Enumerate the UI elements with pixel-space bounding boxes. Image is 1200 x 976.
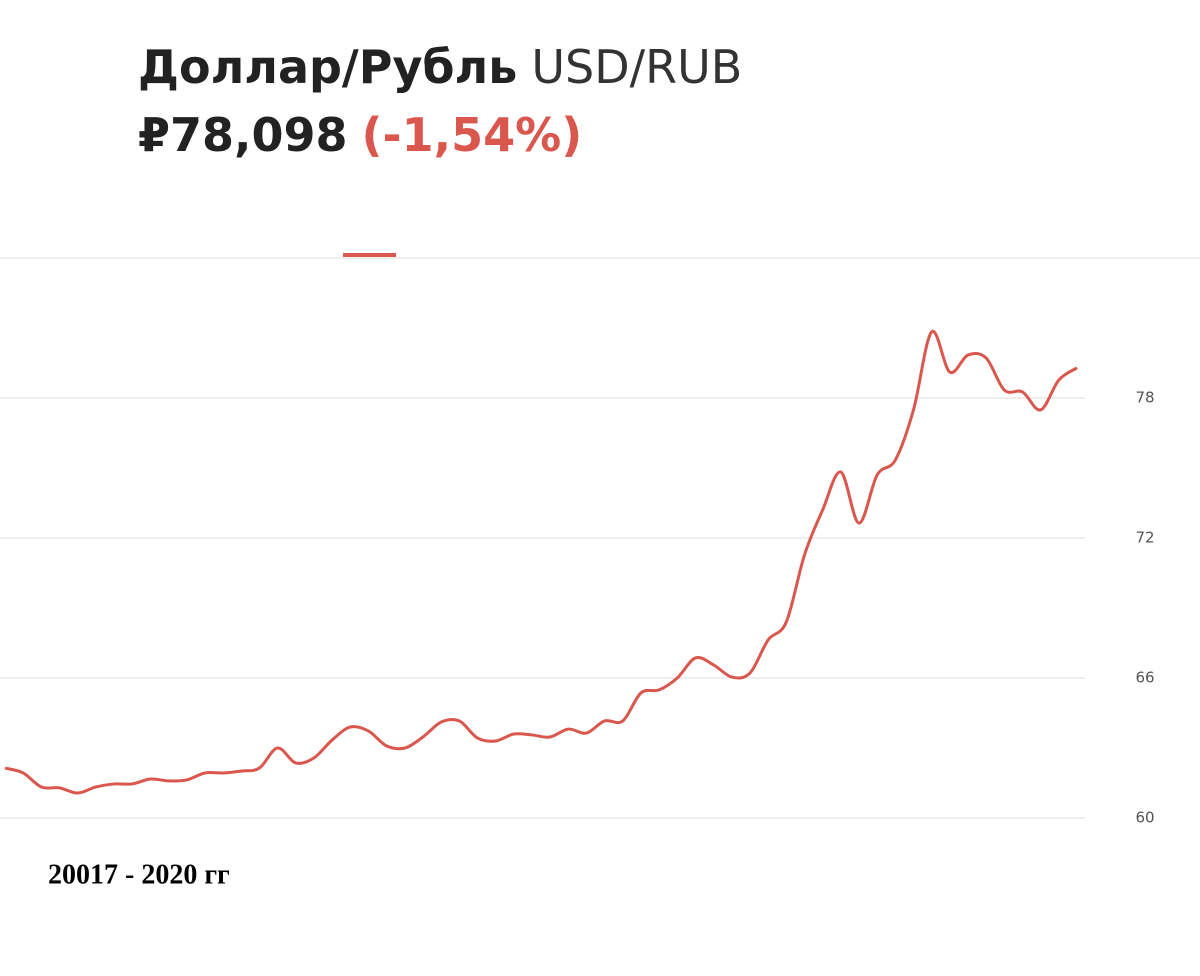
price-line-series xyxy=(4,330,1078,795)
y-tick-label: 66 xyxy=(1135,669,1154,687)
price: ₽78,098 xyxy=(138,108,348,162)
active-tab-marker xyxy=(343,253,396,257)
y-tick-label: 78 xyxy=(1135,389,1154,407)
price-change: (-1,54%) xyxy=(362,108,583,162)
chart-title: Доллар/Рубль xyxy=(138,40,517,94)
caption: 20017 - 2020 гг xyxy=(48,859,230,890)
y-tick-label: 60 xyxy=(1135,809,1154,827)
chart-heading: Доллар/Рубль USD/RUB xyxy=(138,40,742,94)
chart-subtitle: USD/RUB xyxy=(531,40,742,94)
y-tick-label: 72 xyxy=(1135,529,1154,547)
price-line: ₽78,098 (-1,54%) xyxy=(138,108,582,162)
